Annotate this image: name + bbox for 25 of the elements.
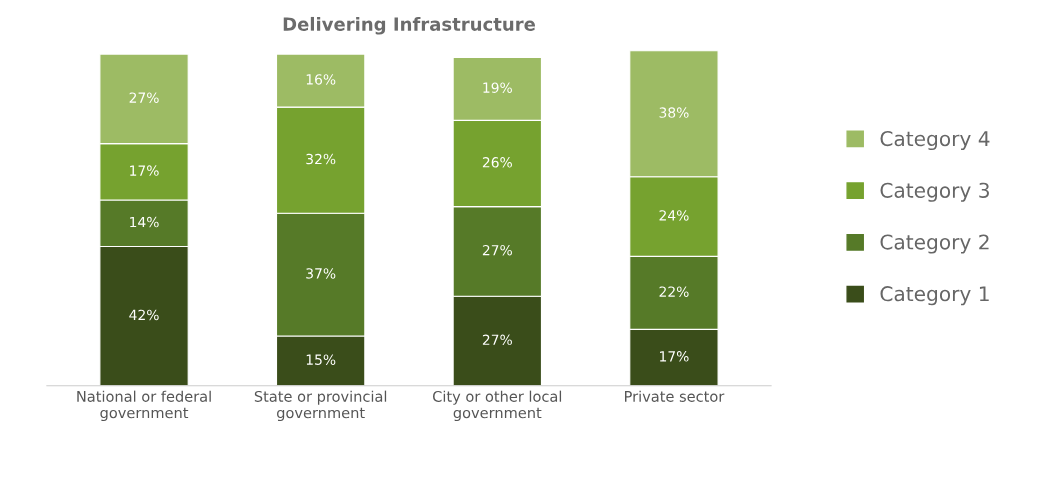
data-label: 19% — [483, 82, 512, 93]
x-tick-label: City or other local government — [433, 390, 562, 422]
x-tick-label: Private sector — [625, 390, 725, 402]
data-label: 17% — [660, 351, 689, 362]
legend-label: Category 3 — [880, 182, 989, 202]
data-label: 37% — [306, 268, 336, 279]
x-tick-label: National or federal government — [77, 390, 211, 422]
data-label: 26% — [482, 157, 512, 168]
data-label: 24% — [659, 210, 689, 221]
legend-label: Category 1 — [880, 286, 989, 306]
data-label: 27% — [482, 244, 512, 256]
data-label: 14% — [130, 216, 159, 228]
data-label: 42% — [129, 309, 159, 321]
data-label: 38% — [659, 107, 689, 118]
x-tick-label: State or provincial government — [254, 390, 387, 422]
legend-label: Category 4 — [880, 130, 990, 151]
data-label: 17% — [130, 165, 159, 176]
chart-title: Delivering Infrastructure — [283, 16, 535, 35]
legend-label: Category 2 — [880, 234, 989, 254]
data-label: 22% — [659, 286, 689, 297]
data-label: 27% — [482, 334, 512, 346]
data-label: 32% — [306, 153, 336, 165]
data-label: 16% — [306, 74, 336, 85]
data-label: 27% — [129, 92, 159, 103]
data-label: 15% — [306, 354, 336, 365]
